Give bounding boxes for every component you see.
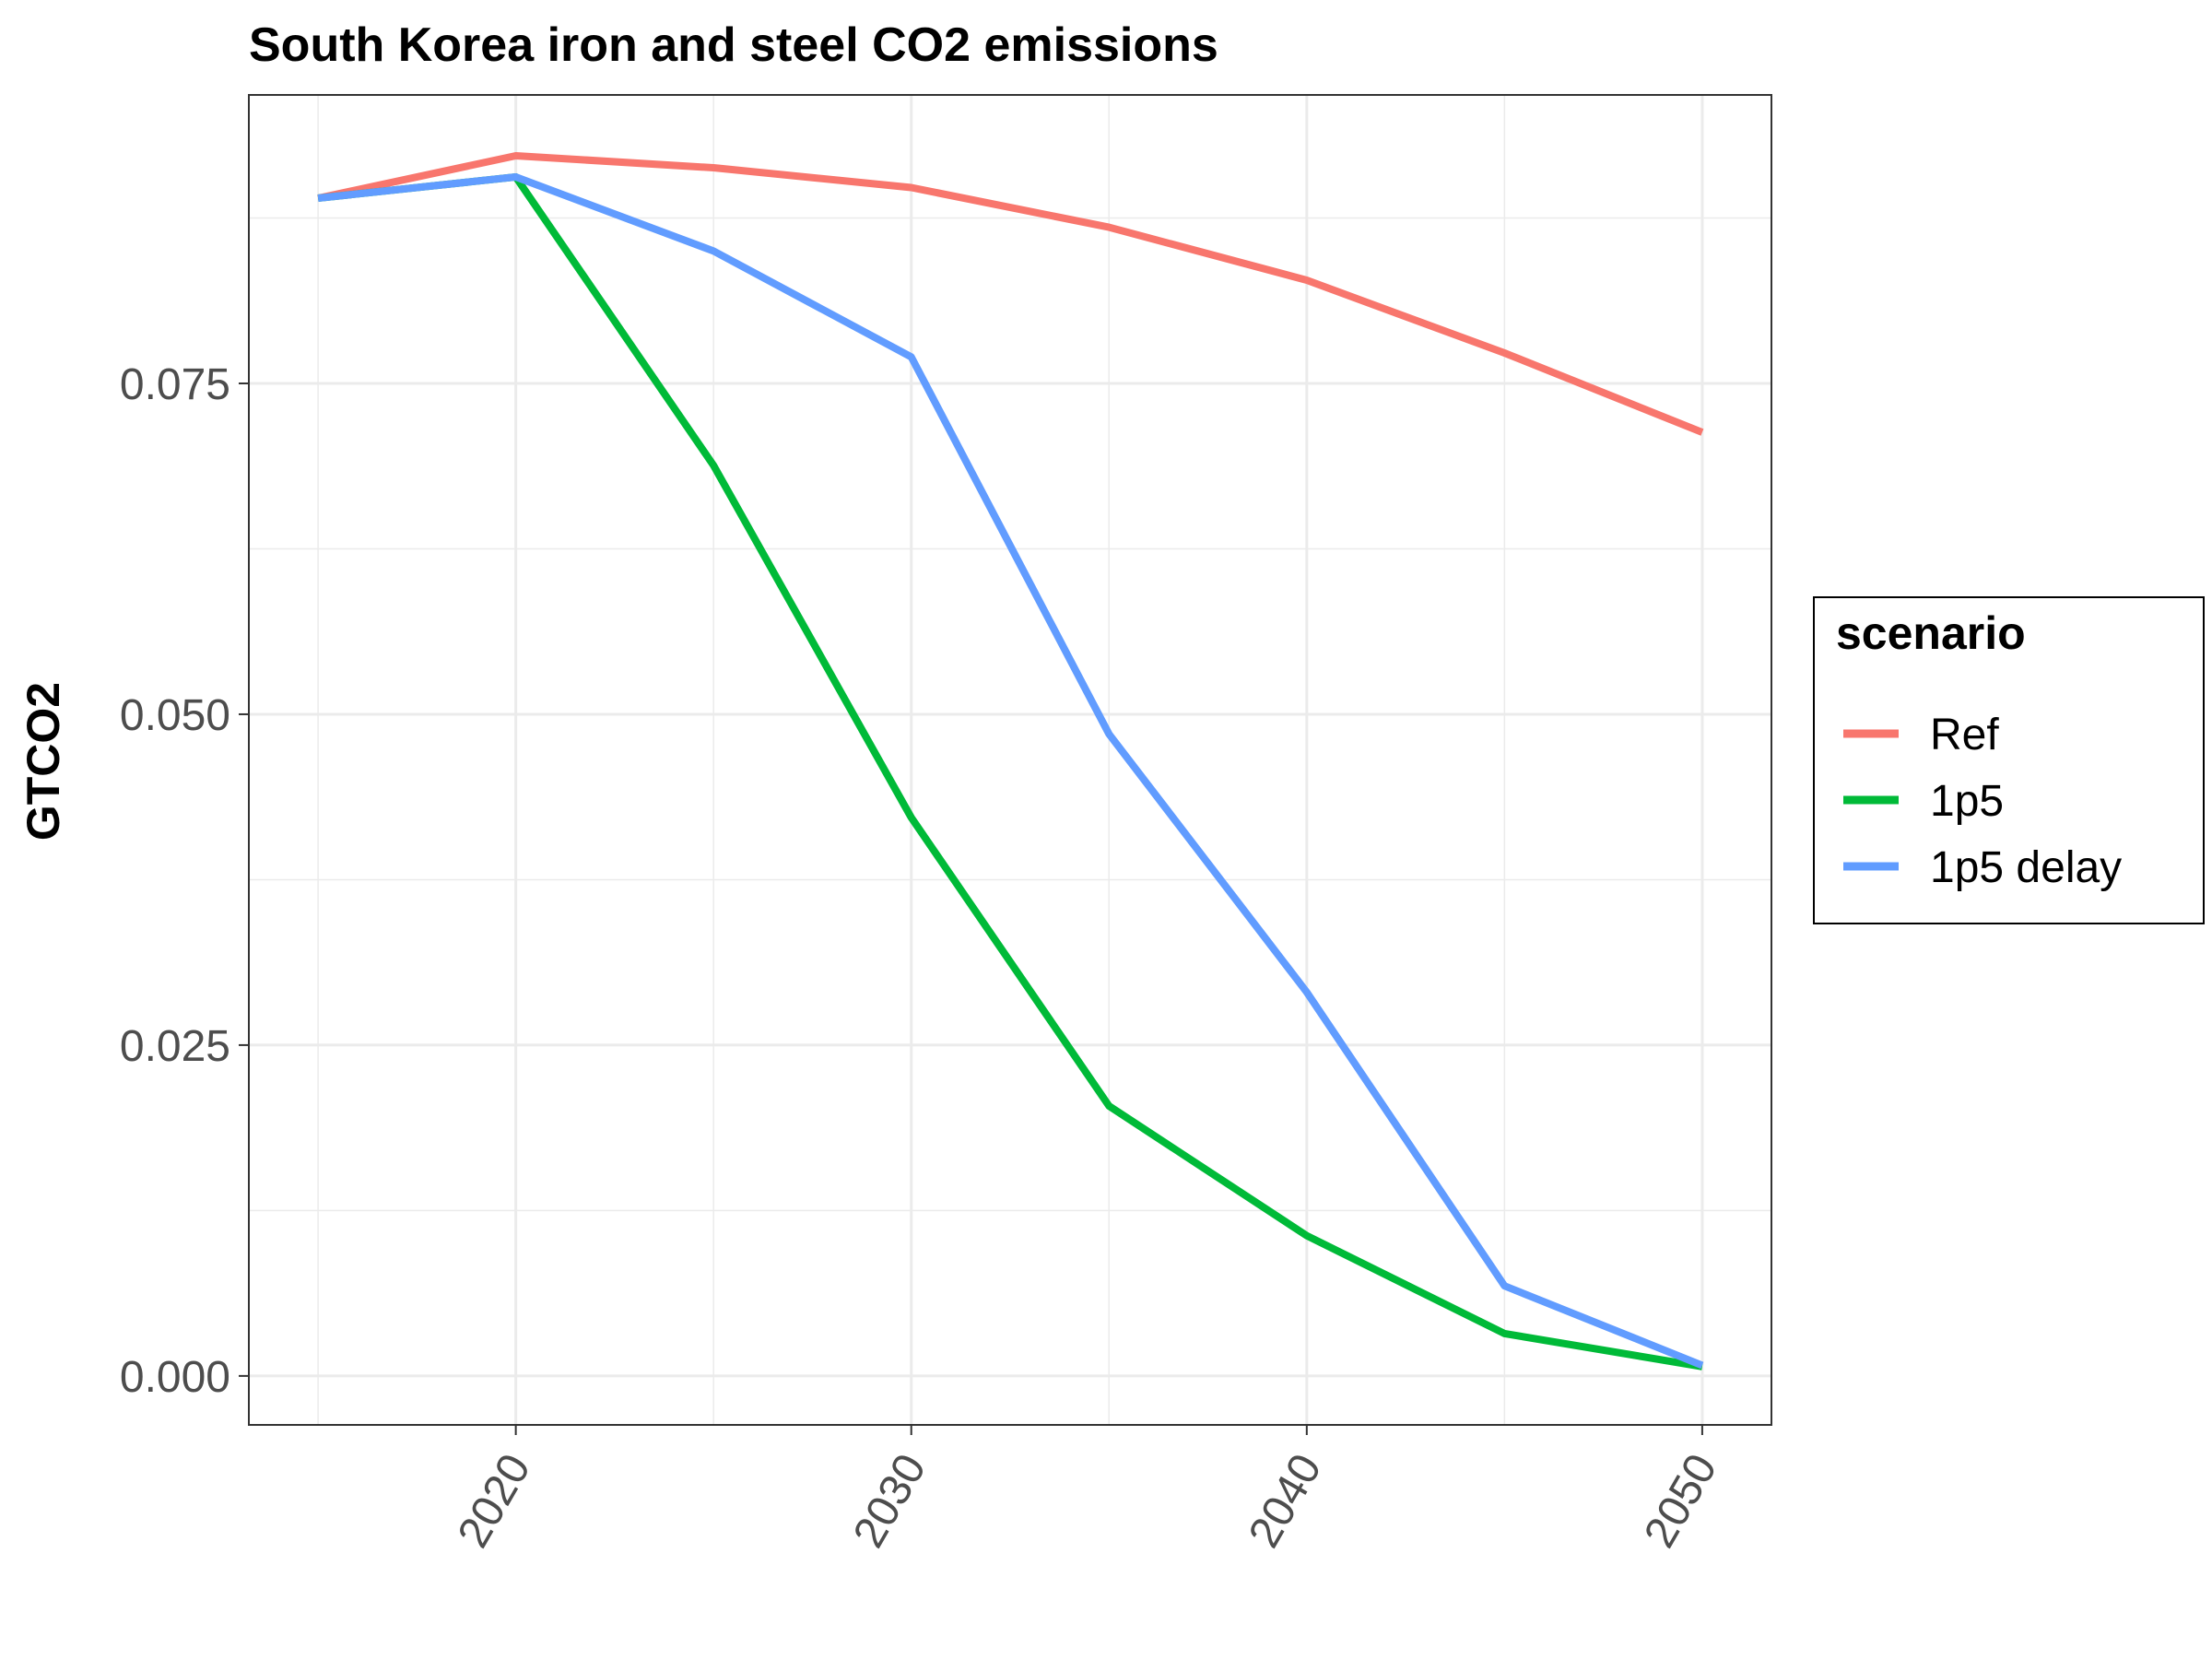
- y-tick-label: 0.025: [120, 1022, 230, 1071]
- legend-label-0: Ref: [1930, 711, 1999, 759]
- series-line-1: [317, 173, 1703, 1371]
- y-tick-label: 0.075: [120, 360, 230, 409]
- y-axis-label: GTCO2: [18, 682, 69, 841]
- panel-background: [249, 95, 1771, 1425]
- grid-major: [249, 95, 1771, 1425]
- legend-label-1: 1p5: [1930, 777, 2004, 826]
- legend-entries: Ref 1p5 1p5 delay: [1843, 711, 2122, 892]
- y-tick-label: 0.050: [120, 691, 230, 740]
- series-lines: [317, 152, 1704, 1371]
- series-line-0: [317, 152, 1704, 436]
- chart-title: South Korea iron and steel CO2 emissions: [249, 18, 1218, 72]
- y-tick-label: 0.000: [120, 1353, 230, 1402]
- series-line-2: [317, 173, 1704, 1370]
- legend-title: scenario: [1836, 607, 2026, 659]
- y-axis: 0.000 0.025 0.050 0.075: [120, 360, 249, 1402]
- panel-border: [248, 94, 1772, 1426]
- plot-panel: [248, 94, 1772, 1426]
- legend: scenario Ref 1p5 1p5 delay: [1813, 596, 2205, 924]
- legend-label-2: 1p5 delay: [1930, 843, 2122, 892]
- grid-minor: [249, 95, 1771, 1425]
